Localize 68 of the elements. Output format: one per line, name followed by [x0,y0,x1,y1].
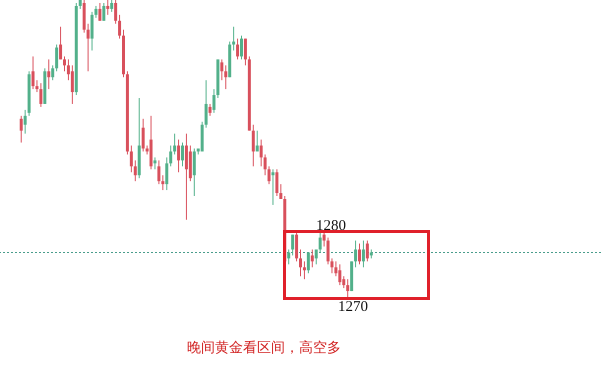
candlestick [98,2,102,22]
candlestick [279,184,282,200]
candlestick [236,38,240,60]
candlestick [20,115,23,144]
candlestick [55,44,58,72]
text: 晚间黄金看区间，高空多 [187,340,341,356]
candlestick [94,5,98,18]
candlestick [86,23,90,72]
candlestick [252,124,255,167]
candlestick [204,80,208,128]
candlestick [51,64,54,81]
candlestick [118,14,122,40]
text: 1270 [338,299,368,315]
candlestick [291,234,294,256]
candlestick [322,231,326,248]
candlestick [24,109,27,134]
candlestick [358,243,361,265]
candlestick [70,64,74,104]
candlestick [39,82,42,108]
candlestick [110,0,114,12]
candlestick [346,278,350,298]
candlestick [114,0,118,24]
candlestick [264,154,267,176]
candlestick [295,231,298,262]
candlestick [177,139,180,173]
candlestick [310,248,314,268]
candlestick [268,166,271,185]
candlestick [184,133,188,220]
candlestick [338,264,342,286]
candlestick [59,26,62,60]
candlestick [244,38,247,66]
candlestick [161,174,164,191]
candlestick [220,58,224,81]
candlestick [173,133,176,155]
candlestick [354,240,358,268]
candlestick [102,2,106,22]
candlestick [302,260,306,280]
candlestick [318,231,322,253]
candlestick [134,160,137,182]
candlestick [157,160,160,185]
candlestick [62,56,66,72]
candlestick [232,26,236,51]
candlestick [35,80,38,93]
candlestick [153,156,156,170]
annotation: 1280 [316,218,346,234]
candlestick [90,11,94,51]
candlestick [275,168,278,197]
candlestick [287,248,290,265]
candlestick [260,139,263,167]
candlestick [256,130,259,152]
candlestick [208,103,212,116]
candlestick [180,142,184,167]
candlestick [362,240,365,268]
candlestick [32,56,35,90]
candlestick [326,237,330,265]
candlestick [330,258,334,274]
candlestick [240,35,243,60]
candlestick [314,248,318,265]
candlestick [366,240,369,262]
candlestick [306,252,310,274]
candlestick [47,58,50,90]
candlestick [142,118,145,152]
candlestick [130,145,133,173]
candlestick [192,148,196,197]
candlestick [224,64,228,90]
candlestick [106,0,110,16]
candlestick [212,88,216,114]
candlestick [299,248,302,277]
